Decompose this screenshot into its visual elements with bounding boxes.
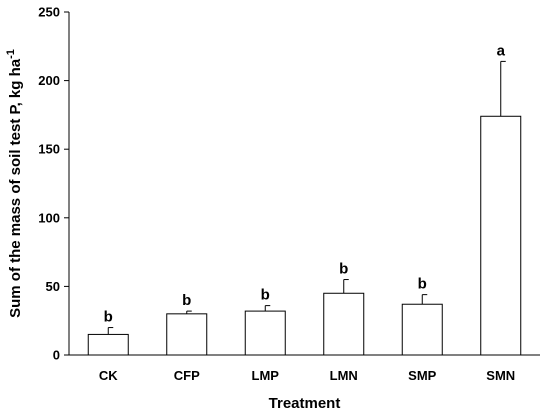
significance-label-smp: b — [418, 276, 427, 293]
y-axis-title: Sum of the mass of soil test P, kg ha-1 — [5, 49, 24, 318]
x-tick-label-ck: CK — [99, 368, 118, 383]
y-axis-title-superscript: -1 — [5, 49, 17, 59]
significance-label-lmn: b — [339, 261, 348, 278]
y-tick-label: 200 — [38, 73, 60, 88]
y-tick-label: 100 — [38, 210, 60, 225]
significance-label-cfp: b — [182, 292, 191, 309]
significance-labels: b b b b b a — [104, 42, 506, 325]
significance-label-lmp: b — [261, 287, 270, 304]
y-tick-label: 0 — [53, 348, 60, 363]
y-tick-label: 150 — [38, 142, 60, 157]
bar-lmp — [244, 310, 286, 356]
significance-label-smn: a — [497, 42, 506, 59]
bar-lmn — [323, 292, 365, 356]
x-tick-label-lmn: LMN — [330, 368, 358, 383]
bar-cfp — [166, 313, 208, 356]
x-axis-title: Treatment — [269, 395, 341, 412]
significance-label-ck: b — [104, 309, 113, 326]
error-bars — [107, 60, 506, 335]
y-tick-label: 250 — [38, 5, 60, 20]
x-tick-label-smp: SMP — [408, 368, 437, 383]
x-tick-label-lmp: LMP — [252, 368, 280, 383]
bar-ck — [87, 333, 129, 356]
y-axis-ticks: 0 50 100 150 200 250 — [38, 5, 69, 363]
x-tick-label-smn: SMN — [486, 368, 515, 383]
bar-smp — [401, 303, 443, 356]
y-tick-label: 50 — [46, 279, 60, 294]
bars — [87, 115, 522, 356]
x-tick-label-cfp: CFP — [174, 368, 200, 383]
x-axis-tick-labels: CK CFP LMP LMN SMP SMN — [99, 368, 515, 383]
y-axis-title-main: Sum of the mass of soil test P, kg ha — [7, 58, 24, 318]
bar-smn — [480, 115, 522, 356]
